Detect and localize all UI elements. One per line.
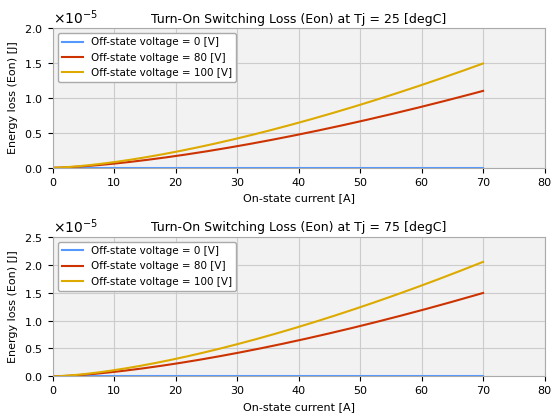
Off-state voltage = 100 [V] <box>305 117 312 122</box>
Off-state voltage = 0 [V] <box>480 165 487 170</box>
Off-state voltage = 100 [V] <box>49 165 56 170</box>
Off-state voltage = 100 [V] <box>254 336 260 341</box>
Off-state voltage = 0 [V] <box>282 374 289 379</box>
Line: Off-state voltage = 80 [V]: Off-state voltage = 80 [V] <box>53 91 483 168</box>
Title: Turn-On Switching Loss (Eon) at Tj = 75 [degC]: Turn-On Switching Loss (Eon) at Tj = 75 … <box>151 221 446 234</box>
Line: Off-state voltage = 100 [V]: Off-state voltage = 100 [V] <box>53 63 483 168</box>
Off-state voltage = 0 [V] <box>305 165 312 170</box>
Off-state voltage = 0 [V] <box>49 165 56 170</box>
Off-state voltage = 0 [V] <box>49 374 56 379</box>
Off-state voltage = 0 [V] <box>282 165 289 170</box>
Y-axis label: Energy loss (Eon) [J]: Energy loss (Eon) [J] <box>8 250 18 363</box>
Off-state voltage = 100 [V] <box>256 336 263 341</box>
Off-state voltage = 80 [V] <box>402 312 409 317</box>
Off-state voltage = 100 [V] <box>469 65 476 70</box>
Off-state voltage = 100 [V] <box>256 131 263 136</box>
Off-state voltage = 80 [V] <box>480 88 487 93</box>
Off-state voltage = 80 [V] <box>256 139 263 144</box>
Off-state voltage = 100 [V] <box>480 259 487 264</box>
Off-state voltage = 80 [V] <box>305 336 312 341</box>
Off-state voltage = 80 [V] <box>256 346 263 351</box>
Off-state voltage = 100 [V] <box>480 61 487 66</box>
Off-state voltage = 80 [V] <box>49 374 56 379</box>
X-axis label: On-state current [A]: On-state current [A] <box>242 193 354 203</box>
Off-state voltage = 0 [V] <box>254 374 260 379</box>
Off-state voltage = 0 [V] <box>469 374 476 379</box>
Off-state voltage = 0 [V] <box>256 374 263 379</box>
Off-state voltage = 100 [V] <box>305 321 312 326</box>
Off-state voltage = 100 [V] <box>282 124 289 129</box>
Line: Off-state voltage = 80 [V]: Off-state voltage = 80 [V] <box>53 293 483 376</box>
Title: Turn-On Switching Loss (Eon) at Tj = 25 [degC]: Turn-On Switching Loss (Eon) at Tj = 25 … <box>151 13 446 26</box>
Off-state voltage = 100 [V] <box>469 263 476 268</box>
Off-state voltage = 80 [V] <box>402 108 409 113</box>
X-axis label: On-state current [A]: On-state current [A] <box>242 402 354 412</box>
Off-state voltage = 0 [V] <box>402 374 409 379</box>
Off-state voltage = 80 [V] <box>305 130 312 135</box>
Off-state voltage = 0 [V] <box>402 165 409 170</box>
Off-state voltage = 0 [V] <box>256 165 263 170</box>
Off-state voltage = 0 [V] <box>254 165 260 170</box>
Off-state voltage = 0 [V] <box>480 374 487 379</box>
Off-state voltage = 0 [V] <box>469 165 476 170</box>
Off-state voltage = 0 [V] <box>305 374 312 379</box>
Off-state voltage = 80 [V] <box>49 165 56 170</box>
Off-state voltage = 80 [V] <box>282 341 289 346</box>
Line: Off-state voltage = 100 [V]: Off-state voltage = 100 [V] <box>53 262 483 376</box>
Legend: Off-state voltage = 0 [V], Off-state voltage = 80 [V], Off-state voltage = 100 [: Off-state voltage = 0 [V], Off-state vol… <box>58 33 236 82</box>
Off-state voltage = 100 [V] <box>402 289 409 294</box>
Off-state voltage = 100 [V] <box>254 131 260 136</box>
Y-axis label: Energy loss (Eon) [J]: Energy loss (Eon) [J] <box>8 42 18 154</box>
Legend: Off-state voltage = 0 [V], Off-state voltage = 80 [V], Off-state voltage = 100 [: Off-state voltage = 0 [V], Off-state vol… <box>58 242 236 291</box>
Off-state voltage = 80 [V] <box>480 290 487 295</box>
Off-state voltage = 100 [V] <box>49 374 56 379</box>
Off-state voltage = 80 [V] <box>282 135 289 140</box>
Off-state voltage = 80 [V] <box>254 140 260 145</box>
Off-state voltage = 80 [V] <box>469 91 476 96</box>
Off-state voltage = 80 [V] <box>254 346 260 352</box>
Off-state voltage = 100 [V] <box>402 88 409 93</box>
Off-state voltage = 80 [V] <box>469 294 476 299</box>
Off-state voltage = 100 [V] <box>282 328 289 333</box>
